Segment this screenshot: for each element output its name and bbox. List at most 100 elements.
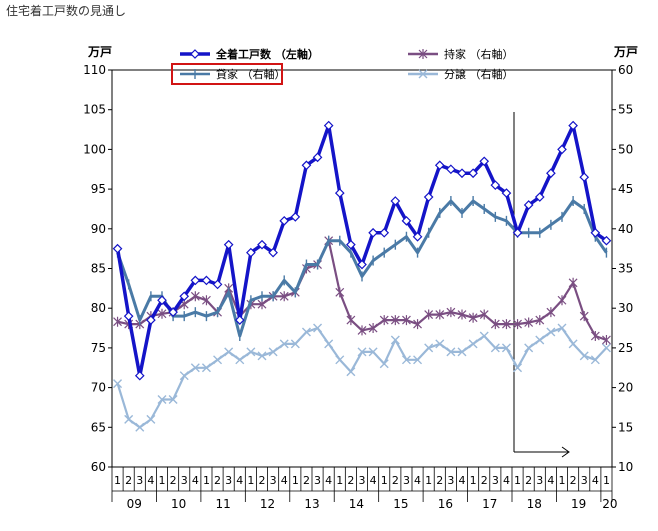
data-point bbox=[313, 323, 323, 333]
right-tick-label: 20 bbox=[618, 381, 633, 395]
data-point bbox=[501, 343, 511, 353]
left-tick-label: 80 bbox=[91, 301, 106, 315]
series-x bbox=[113, 323, 611, 432]
data-point bbox=[524, 343, 534, 353]
data-point bbox=[446, 164, 456, 175]
data-point bbox=[179, 291, 190, 302]
year-label: 09 bbox=[127, 497, 142, 511]
quarter-label: 4 bbox=[236, 474, 243, 487]
quarter-label: 2 bbox=[525, 474, 532, 487]
data-point bbox=[346, 367, 356, 377]
data-point bbox=[568, 339, 578, 349]
legend-label: 分譲 （右軸） bbox=[444, 67, 514, 81]
data-point bbox=[479, 156, 490, 167]
data-point bbox=[418, 49, 428, 59]
data-point bbox=[379, 359, 389, 369]
data-point bbox=[190, 275, 201, 286]
data-point bbox=[268, 347, 278, 357]
data-point bbox=[257, 351, 267, 361]
quarter-label: 3 bbox=[492, 474, 499, 487]
series-layer bbox=[112, 120, 612, 432]
data-point bbox=[402, 315, 411, 326]
data-point bbox=[379, 315, 389, 326]
data-point bbox=[357, 325, 367, 336]
left-tick-label: 70 bbox=[91, 381, 106, 395]
data-point bbox=[490, 343, 500, 353]
data-point bbox=[535, 335, 545, 345]
quarter-label: 4 bbox=[281, 474, 288, 487]
quarter-label: 2 bbox=[259, 474, 266, 487]
data-point bbox=[579, 351, 589, 361]
quarter-label: 1 bbox=[336, 474, 343, 487]
data-point bbox=[590, 355, 600, 365]
right-tick-label: 15 bbox=[618, 420, 633, 434]
data-point bbox=[290, 212, 301, 222]
data-point bbox=[501, 188, 512, 198]
quarter-label: 1 bbox=[603, 474, 610, 487]
legend-label: 貸家 （右軸） bbox=[216, 67, 286, 81]
data-point bbox=[213, 355, 223, 365]
data-point bbox=[113, 379, 123, 389]
data-point bbox=[413, 319, 422, 330]
data-point bbox=[224, 347, 234, 357]
data-point bbox=[334, 188, 345, 198]
quarter-label: 1 bbox=[159, 474, 166, 487]
quarter-label: 2 bbox=[170, 474, 177, 487]
quarter-label: 3 bbox=[225, 474, 232, 487]
data-point bbox=[457, 309, 467, 320]
right-tick-label: 55 bbox=[618, 103, 633, 117]
data-point bbox=[423, 192, 434, 202]
quarter-label: 4 bbox=[414, 474, 421, 487]
quarter-label: 4 bbox=[192, 474, 199, 487]
data-point bbox=[235, 355, 245, 365]
quarter-label: 1 bbox=[470, 474, 477, 487]
data-point bbox=[279, 216, 290, 226]
data-point bbox=[279, 339, 289, 349]
year-label: 20 bbox=[602, 497, 617, 511]
year-label: 19 bbox=[571, 497, 586, 511]
quarter-label: 1 bbox=[425, 474, 432, 487]
legend-label: 持家 （右軸） bbox=[444, 47, 514, 61]
data-point bbox=[601, 343, 611, 353]
quarter-label: 1 bbox=[559, 474, 566, 487]
data-point bbox=[468, 312, 478, 323]
right-tick-label: 40 bbox=[618, 222, 633, 236]
quarter-label: 1 bbox=[514, 474, 521, 487]
left-tick-label: 105 bbox=[83, 103, 106, 117]
quarter-label: 1 bbox=[247, 474, 254, 487]
quarter-label: 1 bbox=[114, 474, 121, 487]
left-tick-label: 60 bbox=[91, 460, 106, 474]
left-tick-label: 110 bbox=[83, 63, 106, 77]
right-tick-label: 30 bbox=[618, 301, 633, 315]
right-tick-label: 60 bbox=[618, 63, 633, 77]
data-point bbox=[323, 120, 334, 131]
quarter-label: 2 bbox=[214, 474, 221, 487]
data-point bbox=[546, 327, 556, 337]
data-point bbox=[312, 152, 323, 163]
data-point bbox=[124, 414, 134, 424]
data-point bbox=[457, 168, 467, 179]
year-label: 16 bbox=[438, 497, 453, 511]
data-point bbox=[357, 259, 367, 270]
data-point bbox=[490, 319, 500, 330]
data-point bbox=[223, 239, 234, 250]
data-point bbox=[512, 227, 523, 238]
data-point bbox=[212, 279, 223, 290]
data-point bbox=[201, 275, 212, 286]
data-point bbox=[546, 307, 556, 318]
data-point bbox=[301, 327, 311, 337]
data-point bbox=[190, 291, 200, 302]
data-point bbox=[401, 355, 411, 365]
quarter-label: 4 bbox=[325, 474, 332, 487]
left-tick-label: 85 bbox=[91, 262, 106, 276]
left-tick-label: 100 bbox=[83, 142, 106, 156]
data-point bbox=[246, 247, 256, 258]
year-label: 13 bbox=[304, 497, 319, 511]
data-point bbox=[546, 168, 556, 179]
data-point bbox=[201, 363, 211, 373]
quarter-label: 3 bbox=[447, 474, 454, 487]
left-tick-label: 90 bbox=[91, 222, 106, 236]
quarter-label: 1 bbox=[203, 474, 210, 487]
quarter-label: 3 bbox=[403, 474, 410, 487]
